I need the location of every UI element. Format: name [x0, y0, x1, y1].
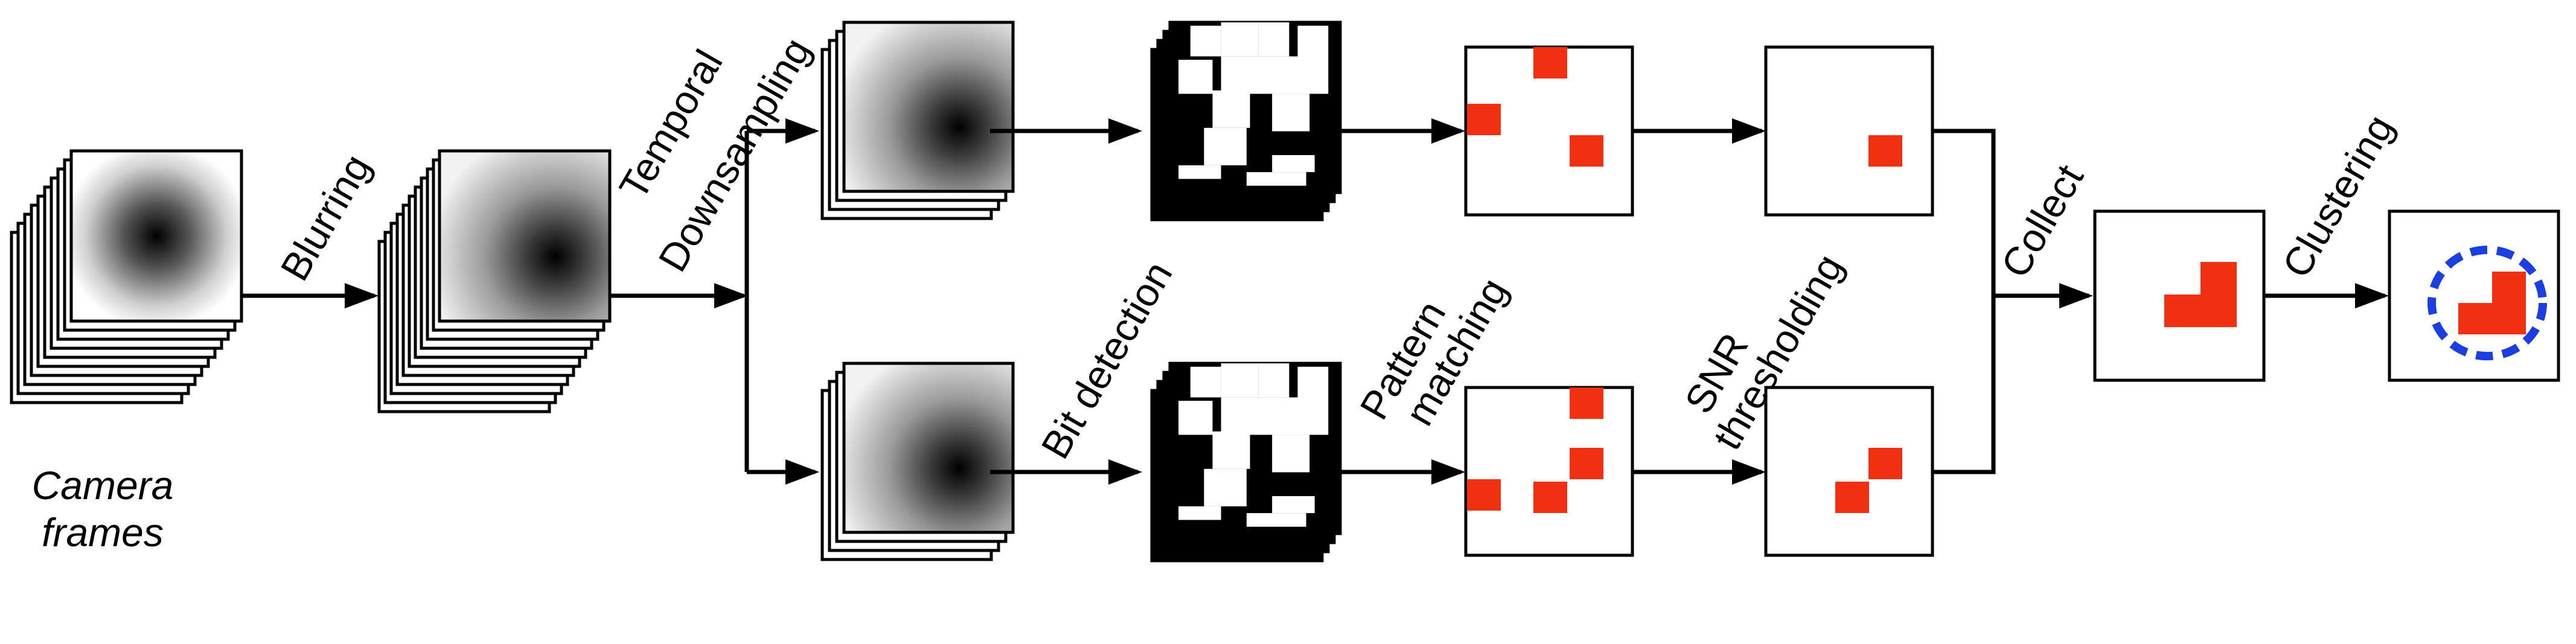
downsampled-stack-bottom	[820, 362, 1015, 561]
bit-cell	[1221, 363, 1259, 398]
bit-cell	[1221, 56, 1298, 94]
bit-cell	[1258, 22, 1290, 57]
downsampled-stack-top	[820, 21, 1015, 220]
detection-square	[2200, 262, 2237, 295]
bit-cell	[1212, 431, 1250, 469]
bit-cell	[1178, 60, 1213, 94]
frame-front	[69, 149, 243, 323]
frame-front	[842, 21, 1015, 193]
frame-front	[842, 362, 1015, 534]
bit-cell	[1178, 401, 1213, 435]
detection-square	[1467, 104, 1501, 135]
bit-cell	[1204, 127, 1247, 165]
frame-front	[438, 149, 612, 323]
bit-cell	[1272, 155, 1315, 173]
bit-cell	[1246, 513, 1306, 527]
detection-square	[2458, 303, 2526, 334]
bit-pattern-stack-bottom	[1150, 362, 1342, 563]
bit-pattern-stack-top	[1150, 21, 1342, 222]
detection-square	[1868, 448, 1902, 479]
bit-cell	[1297, 25, 1329, 94]
bit-cell	[1190, 366, 1221, 398]
camera-frames-stack	[10, 149, 243, 404]
clustering-label: Clustering	[2274, 107, 2402, 285]
detection-square	[1467, 479, 1501, 511]
cluster-ring	[2427, 246, 2547, 360]
bit-cell	[1258, 363, 1290, 398]
detection-square	[2492, 272, 2526, 303]
bit-cell	[1178, 165, 1221, 179]
collect-label: Collect	[1992, 157, 2092, 285]
collected-box	[2093, 209, 2266, 382]
detection-square	[1570, 135, 1603, 167]
pattern-match-box-bottom	[1464, 386, 1634, 557]
bit-cell	[1221, 397, 1298, 435]
detection-square	[1533, 482, 1567, 513]
bit-cell	[1190, 25, 1221, 57]
bit-cell	[1272, 94, 1310, 132]
detection-square	[1570, 448, 1603, 479]
bit-cell	[1297, 366, 1329, 435]
bit-cell	[1204, 468, 1247, 506]
snr-box-top	[1764, 45, 1934, 217]
blurring-label: Blurring	[272, 147, 379, 288]
detection-square	[1868, 135, 1902, 167]
detection-square	[1533, 47, 1567, 78]
clustered-box	[2388, 209, 2560, 382]
camera-frames-label-line1: Camera	[32, 463, 174, 508]
detection-square	[1835, 482, 1869, 513]
bit-cell	[1272, 496, 1315, 514]
merge-connector	[1932, 129, 1996, 474]
detection-square	[2164, 295, 2237, 327]
camera-frames-label-line2: frames	[42, 510, 164, 555]
blurred-frames-stack	[377, 149, 612, 413]
bit-cell	[1246, 172, 1306, 186]
bit-cell	[1221, 22, 1259, 57]
bit-cell	[1272, 435, 1310, 473]
pattern-match-box-top	[1464, 45, 1634, 217]
bit-cell	[1178, 506, 1221, 520]
bit-cell	[1212, 90, 1250, 128]
detection-square	[1570, 387, 1603, 419]
snr-box-bottom	[1764, 386, 1934, 557]
